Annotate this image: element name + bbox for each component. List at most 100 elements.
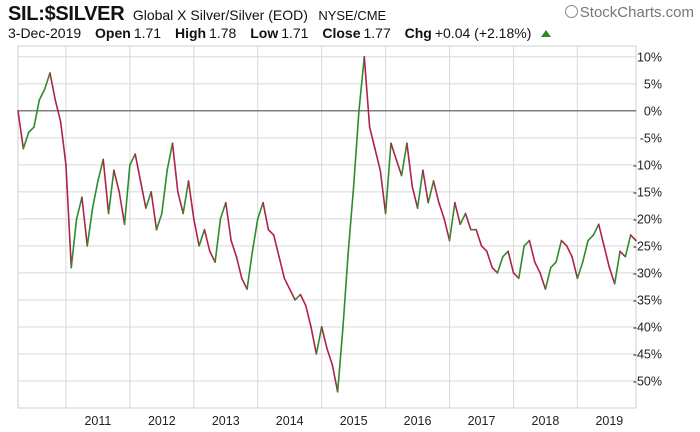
series-segment	[102, 158, 110, 215]
series-segment	[448, 201, 456, 242]
high-value: 1.78	[209, 25, 237, 41]
series-segment	[502, 250, 509, 258]
series-segment	[507, 250, 515, 274]
series-segment	[97, 158, 105, 182]
y-tick-label: -45%	[633, 347, 662, 361]
series-segment	[486, 250, 493, 269]
chg-value: +0.04 (+2.18%)	[434, 25, 532, 41]
series-segment	[134, 153, 142, 182]
series-segment	[187, 180, 195, 220]
series-segment	[235, 255, 243, 280]
quote-date: 3-Dec-2019	[8, 25, 82, 41]
series-segment	[475, 228, 483, 247]
series-segment	[560, 239, 568, 247]
y-tick-label: -40%	[633, 320, 662, 334]
series-segment	[555, 239, 563, 263]
series-segment	[576, 261, 584, 280]
series-segment	[624, 234, 632, 258]
up-arrow-icon	[541, 30, 552, 37]
close-label: Close	[322, 25, 361, 41]
series-segment	[75, 196, 83, 220]
series-segment	[139, 180, 147, 209]
series-segment	[86, 207, 94, 247]
series-segment	[422, 169, 430, 204]
x-tick-label: 2018	[532, 414, 560, 428]
series-segment	[150, 191, 158, 231]
series-segment	[81, 196, 89, 247]
y-tick-label: -50%	[633, 374, 662, 388]
series-segment	[336, 326, 344, 393]
series-segment	[198, 228, 206, 247]
series-segment	[533, 261, 541, 274]
series-segment	[145, 191, 152, 209]
x-tick-label: 2011	[84, 414, 111, 428]
watermark-text: StockCharts.com	[579, 4, 694, 21]
series-segment	[374, 147, 382, 172]
ticker-symbol: SIL:$SILVER	[8, 3, 125, 25]
x-tick-label: 2016	[404, 414, 432, 428]
series-segment	[65, 164, 73, 269]
y-tick-label: -30%	[633, 266, 662, 280]
y-tick-label: -25%	[633, 239, 662, 253]
series-segment	[411, 185, 419, 209]
chg-label: Chg	[404, 25, 432, 41]
y-tick-label: 5%	[644, 77, 662, 91]
series-segment	[331, 363, 339, 393]
series-segment	[155, 212, 163, 231]
series-segment	[597, 223, 605, 247]
series-segment	[571, 255, 579, 280]
open-value: 1.71	[133, 25, 162, 41]
series-segment	[27, 126, 35, 134]
series-segment	[438, 201, 446, 220]
series-segment	[517, 245, 525, 280]
series-segment	[214, 218, 222, 263]
series-segment	[443, 218, 451, 242]
series-segment	[256, 201, 264, 220]
y-tick-label: -15%	[633, 185, 662, 199]
x-tick-label: 2012	[148, 414, 176, 428]
series-segment	[496, 255, 504, 274]
series-segment	[304, 304, 312, 328]
series-segment	[38, 88, 46, 101]
series-segment	[400, 142, 408, 177]
series-segment	[182, 180, 190, 215]
series-segment	[539, 272, 547, 290]
x-tick-label: 2015	[340, 414, 368, 428]
series-segment	[283, 277, 291, 290]
series-segment	[219, 201, 227, 220]
series-segment	[33, 99, 41, 128]
series-segment	[379, 169, 387, 215]
series-segment	[406, 142, 414, 188]
series-segment	[177, 191, 184, 215]
x-tick-label: 2013	[212, 414, 240, 428]
exchange-label: NYSE/CME	[318, 8, 387, 23]
low-label: Low	[250, 25, 279, 41]
series-segment	[464, 212, 472, 231]
series-segment	[294, 293, 302, 301]
series-segment	[224, 201, 232, 242]
series-segment	[251, 218, 259, 253]
chart-header-line1: SIL:$SILVER Global X Silver/Silver (EOD)…	[8, 3, 692, 25]
series-segment	[267, 228, 275, 236]
series-segment	[544, 266, 552, 290]
series-segment	[363, 56, 371, 128]
series-segment	[54, 99, 62, 123]
series-segment	[262, 201, 270, 231]
series-segment	[619, 250, 627, 258]
series-segment	[91, 180, 99, 209]
series-segment	[118, 191, 126, 226]
series-segment	[310, 326, 318, 355]
series-segment	[171, 142, 179, 193]
open-label: Open	[95, 25, 131, 41]
x-tick-label: 2014	[276, 414, 304, 428]
series-segment	[320, 326, 328, 350]
series-segment	[587, 234, 595, 242]
series-segment	[565, 245, 573, 258]
y-tick-label: 0%	[644, 104, 662, 118]
y-tick-label: -20%	[633, 212, 662, 226]
series-segment	[608, 266, 616, 285]
series-segment	[240, 277, 248, 290]
series-segment	[113, 169, 121, 193]
series-segment	[368, 126, 376, 150]
series-segment	[208, 250, 216, 263]
